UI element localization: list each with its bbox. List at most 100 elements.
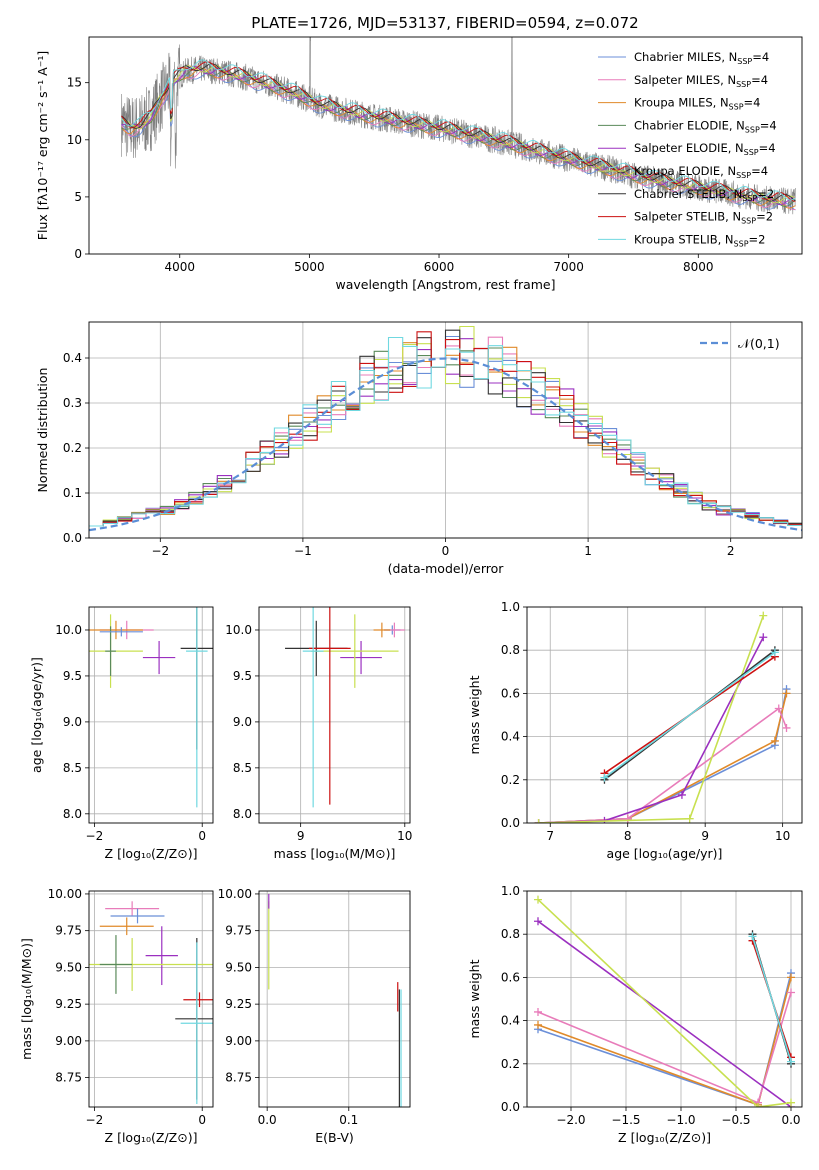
x-axis-label: wavelength [Angstrom, rest frame] — [335, 277, 555, 292]
errorbar-point-kroupa_elodie — [311, 614, 399, 688]
legend-subscript: SSP — [734, 239, 749, 248]
y-tick-label: 9.00 — [55, 1034, 82, 1048]
y-tick-label: 0.0 — [63, 531, 82, 545]
legend-suffix: =4 — [752, 50, 769, 64]
series-marker — [759, 633, 768, 642]
y-tick-label: 10.00 — [218, 887, 252, 901]
y-axis-label: mass weight — [467, 675, 482, 754]
legend-subscript: SSP — [736, 80, 751, 89]
legend-label-kroupa_stelib: Kroupa STELIB, NSSP=2 — [634, 232, 765, 248]
series-marker — [787, 1057, 795, 1066]
x-tick-label: 6000 — [424, 260, 455, 274]
plot-area — [534, 611, 791, 823]
series-marker — [600, 773, 609, 782]
y-tick-label: 1.0 — [501, 600, 520, 614]
y-tick-label: 0.6 — [501, 970, 520, 984]
y-tick-label: 8.75 — [55, 1071, 82, 1085]
legend-label-normal: 𝒩(0,1) — [738, 336, 780, 351]
x-tick-label: −2.0 — [556, 1113, 585, 1127]
errorbar-point-salpeter_miles — [105, 901, 160, 916]
legend-subscript: SSP — [745, 125, 760, 134]
series-salpeter_miles — [534, 988, 795, 1107]
y-tick-label: 9.25 — [55, 997, 82, 1011]
y-tick-label: 9.75 — [55, 924, 82, 938]
x-tick-label: 0.1 — [339, 1113, 358, 1127]
series-marker — [787, 973, 795, 982]
y-tick-label: 0.8 — [501, 927, 520, 941]
errorbar-point-salpeter_elodie — [340, 641, 382, 675]
model-spectrum-chabrier_miles — [121, 71, 796, 211]
y-tick-label: 0.4 — [501, 730, 520, 744]
model-spectrum-kroupa_stelib — [121, 59, 796, 201]
x-tick-label: 7000 — [553, 260, 584, 274]
x-tick-label: −0.5 — [721, 1113, 750, 1127]
legend-subscript: SSP — [741, 217, 756, 226]
x-tick-label: 2 — [727, 544, 735, 558]
axes-frame — [526, 606, 803, 824]
panel-age_vs_Z: −2 0 8.0 8.5 9.0 9.5 10.0 Z [log₁₀(Z/Z⊙)] age [l… — [29, 606, 214, 861]
series-marker — [748, 932, 757, 941]
y-tick-label: 8.75 — [225, 1071, 252, 1085]
panel-massweight_vs_Z: −2.0 −1.5 −1.0 −0.5 0.0 0.0 0.2 0.4 0.6 0.8 1.0 Z [… — [467, 884, 803, 1145]
x-tick-label: −1 — [294, 544, 312, 558]
series-marker — [782, 723, 791, 732]
series-chabrier_miles — [534, 685, 791, 823]
y-tick-label: 10.00 — [48, 887, 82, 901]
legend-label-salpeter_miles: Salpeter MILES, NSSP=4 — [634, 73, 768, 89]
legend-suffix: =4 — [751, 73, 768, 87]
y-axis-label: mass weight — [467, 959, 482, 1038]
y-tick-label: 10.0 — [55, 623, 82, 637]
y-tick-label: 0.2 — [63, 441, 82, 455]
x-axis-label: Z [log₁₀(Z/Z⊙)] — [618, 1130, 711, 1145]
x-tick-label: −2 — [151, 544, 169, 558]
series-line — [537, 899, 792, 1107]
x-tick-label: 9 — [297, 829, 305, 843]
series-salpeter_elodie — [534, 633, 768, 823]
figure-title: PLATE=1726, MJD=53137, FIBERID=0594, z=0… — [251, 14, 638, 32]
x-tick-label: −2 — [86, 829, 104, 843]
x-axis-label: E(B-V) — [315, 1130, 354, 1145]
y-tick-label: 8.5 — [233, 761, 252, 775]
y-tick-label: 0.2 — [501, 773, 520, 787]
legend-label-chabrier_miles: Chabrier MILES, NSSP=4 — [634, 50, 769, 66]
legend-suffix: =4 — [751, 164, 768, 178]
x-tick-label: 0.0 — [781, 1113, 800, 1127]
y-tick-label: 9.0 — [63, 715, 82, 729]
y-tick-label: 0.1 — [63, 486, 82, 500]
series-line — [538, 636, 765, 823]
y-tick-label: 9.5 — [63, 669, 82, 683]
legend-label-kroupa_elodie: Kroupa ELODIE, NSSP=4 — [634, 164, 768, 180]
series-marker — [774, 704, 783, 713]
y-tick-label: 0.0 — [501, 1100, 520, 1114]
errorbar-point-kroupa_miles — [99, 917, 154, 936]
x-tick-label: 7 — [546, 829, 554, 843]
y-tick-label: 9.00 — [225, 1034, 252, 1048]
series-line — [604, 651, 776, 779]
y-tick-label: 15 — [67, 76, 82, 90]
model-spectrum-chabrier_elodie — [121, 66, 796, 207]
series-marker — [754, 1103, 762, 1107]
legend-label-chabrier_elodie: Chabrier ELODIE, NSSP=4 — [634, 118, 777, 134]
series-marker — [623, 814, 632, 823]
x-axis-label: Z [log₁₀(Z/Z⊙)] — [105, 1130, 198, 1145]
series-marker — [787, 1098, 795, 1107]
spectrum-legend: Chabrier MILES, NSSP=4 Salpeter MILES, NS… — [598, 50, 777, 248]
legend-suffix: =2 — [749, 232, 766, 246]
y-tick-label: 9.50 — [55, 960, 82, 974]
x-tick-label: −1.0 — [666, 1113, 695, 1127]
series-marker — [770, 736, 779, 745]
x-tick-label: 0 — [442, 544, 450, 558]
x-tick-label: 1 — [584, 544, 592, 558]
panel-residuals: −2 −1 0 1 2 0.0 0.1 0.2 0.3 0.4 (data-model)/error… — [35, 321, 803, 576]
errorbar-point-kroupa_stelib — [302, 607, 324, 808]
errorbar-point-chabrier_miles — [110, 908, 165, 924]
errorbar-point-kroupa_miles — [373, 622, 391, 638]
series-marker — [787, 988, 795, 997]
y-axis-label: Normed distribution — [35, 368, 50, 493]
legend-suffix: =4 — [759, 141, 776, 155]
errorbar-point-chabrier_miles — [99, 627, 143, 637]
x-tick-label: 8 — [624, 829, 632, 843]
y-tick-label: 8.5 — [63, 761, 82, 775]
x-tick-label: 10 — [397, 829, 412, 843]
y-tick-label: 0.4 — [501, 1014, 520, 1028]
